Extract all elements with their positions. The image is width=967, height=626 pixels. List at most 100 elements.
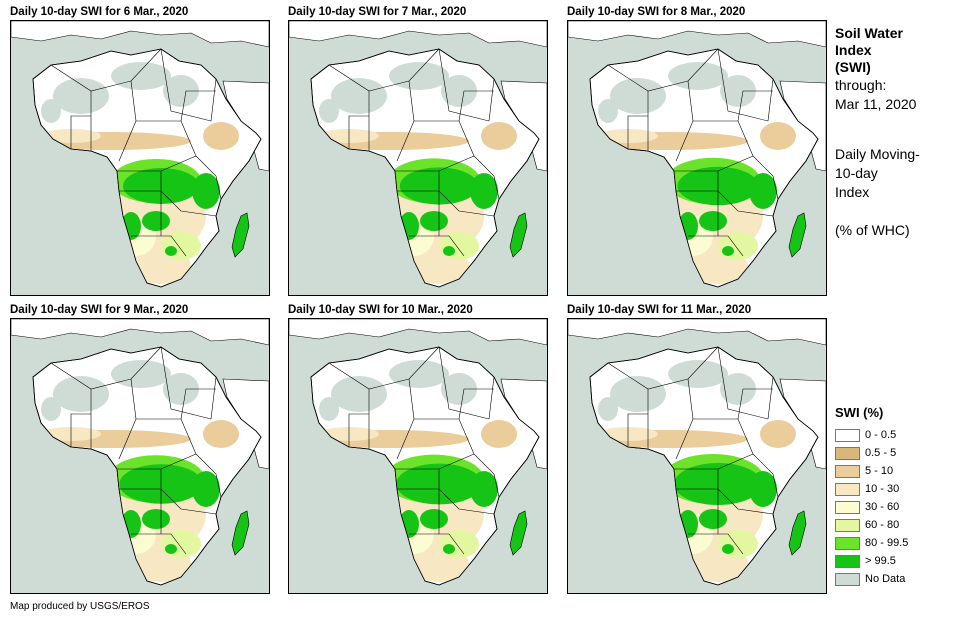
saturated-zone — [420, 509, 448, 529]
coastline — [310, 346, 540, 586]
country-border — [50, 346, 162, 390]
legend-label: 10 - 30 — [865, 483, 900, 495]
nodata-patch — [389, 62, 449, 90]
index-title-line1: Soil Water — [835, 25, 903, 41]
through-date: Mar 11, 2020 — [835, 96, 917, 112]
nodata-patch — [53, 376, 109, 412]
nodata-patch — [668, 62, 728, 90]
saturated-zone — [470, 471, 498, 507]
map-frame — [10, 20, 270, 296]
country-border — [180, 388, 216, 420]
country-border — [397, 190, 495, 217]
description-line1: Daily Moving- — [835, 146, 920, 162]
nodata-patch — [41, 397, 61, 421]
madagascar — [509, 510, 528, 556]
through-label: through: — [835, 77, 887, 93]
nodata-patch — [598, 397, 618, 421]
africa-map — [568, 319, 826, 593]
africa-map — [11, 319, 269, 593]
legend-item: > 99.5 — [835, 552, 965, 570]
country-border — [409, 533, 465, 555]
country-border — [488, 78, 495, 122]
country-border — [688, 235, 744, 257]
legend-label: 60 - 80 — [865, 519, 900, 531]
nodata-patch — [331, 376, 387, 412]
nodata-patch — [331, 78, 387, 114]
nodata-patch — [163, 373, 199, 405]
panel-title: Daily 10-day SWI for 6 Mar., 2020 — [10, 6, 189, 18]
legend-swatch — [835, 428, 860, 442]
saturated-zone — [443, 544, 455, 554]
saturated-zone — [192, 471, 220, 507]
credit-text: Map produced by USGS/EROS — [10, 601, 150, 612]
legend-label: 30 - 60 — [865, 501, 900, 513]
nodata-patch — [720, 373, 756, 405]
legend-swatch — [835, 554, 860, 568]
map-frame — [567, 20, 827, 296]
country-border — [458, 388, 494, 420]
saturated-zone — [165, 544, 177, 554]
africa-map — [289, 319, 547, 593]
europe-landmass — [289, 319, 547, 346]
country-border — [131, 533, 187, 555]
saturated-zone — [165, 246, 177, 256]
europe-landmass — [11, 319, 269, 346]
description-line3: Index — [835, 184, 870, 200]
legend-item: No Data — [835, 570, 965, 588]
legend: SWI (%) 0 - 0.5 0.5 - 5 5 - 10 10 - 30 3… — [835, 405, 965, 588]
saturated-zone — [192, 173, 220, 209]
saturated-zone — [749, 471, 777, 507]
map-panel-5: Daily 10-day SWI for 10 Mar., 2020 — [288, 303, 548, 594]
legend-swatch — [835, 518, 860, 532]
saturated-zone — [722, 544, 734, 554]
legend-swatch — [835, 446, 860, 460]
country-border — [180, 90, 216, 122]
coastline — [589, 346, 819, 586]
panel-title: Daily 10-day SWI for 11 Mar., 2020 — [567, 304, 752, 316]
saturated-zone — [470, 173, 498, 209]
country-border — [737, 90, 773, 122]
madagascar — [231, 510, 250, 556]
map-panel-4: Daily 10-day SWI for 9 Mar., 2020 — [10, 303, 270, 594]
nodata-patch — [111, 62, 171, 90]
country-border — [717, 346, 769, 420]
coastline — [310, 48, 540, 288]
map-frame — [10, 318, 270, 594]
legend-item: 0.5 - 5 — [835, 444, 965, 462]
country-border — [676, 190, 774, 217]
country-border — [752, 155, 779, 200]
country-border — [328, 346, 440, 390]
nodata-patch — [610, 78, 666, 114]
country-border — [210, 78, 217, 122]
legend-label: 0 - 0.5 — [865, 429, 897, 441]
country-border — [737, 388, 773, 420]
saturated-zone — [420, 211, 448, 231]
country-border — [50, 48, 162, 92]
coastline — [589, 48, 819, 288]
panel-title: Daily 10-day SWI for 8 Mar., 2020 — [567, 6, 746, 18]
nodata-patch — [668, 360, 728, 388]
nodata-patch — [598, 99, 618, 123]
nodata-patch — [163, 75, 199, 107]
saturated-zone — [749, 173, 777, 209]
legend-item: 5 - 10 — [835, 462, 965, 480]
country-border — [328, 48, 440, 92]
country-border — [767, 78, 774, 122]
nodata-patch — [720, 75, 756, 107]
dry-band — [481, 122, 517, 150]
africa-map — [568, 21, 826, 295]
map-panel-2: Daily 10-day SWI for 7 Mar., 2020 — [288, 5, 548, 296]
country-border — [607, 346, 719, 390]
legend-item: 0 - 0.5 — [835, 426, 965, 444]
dry-band — [481, 420, 517, 448]
country-border — [688, 533, 744, 555]
madagascar — [788, 510, 807, 556]
dry-band — [203, 420, 239, 448]
country-border — [717, 48, 769, 122]
saturated-zone — [142, 211, 170, 231]
nodata-patch — [610, 376, 666, 412]
legend-label: 5 - 10 — [865, 465, 894, 477]
saturated-zone — [699, 509, 727, 529]
nodata-patch — [441, 75, 477, 107]
country-border — [397, 488, 495, 515]
